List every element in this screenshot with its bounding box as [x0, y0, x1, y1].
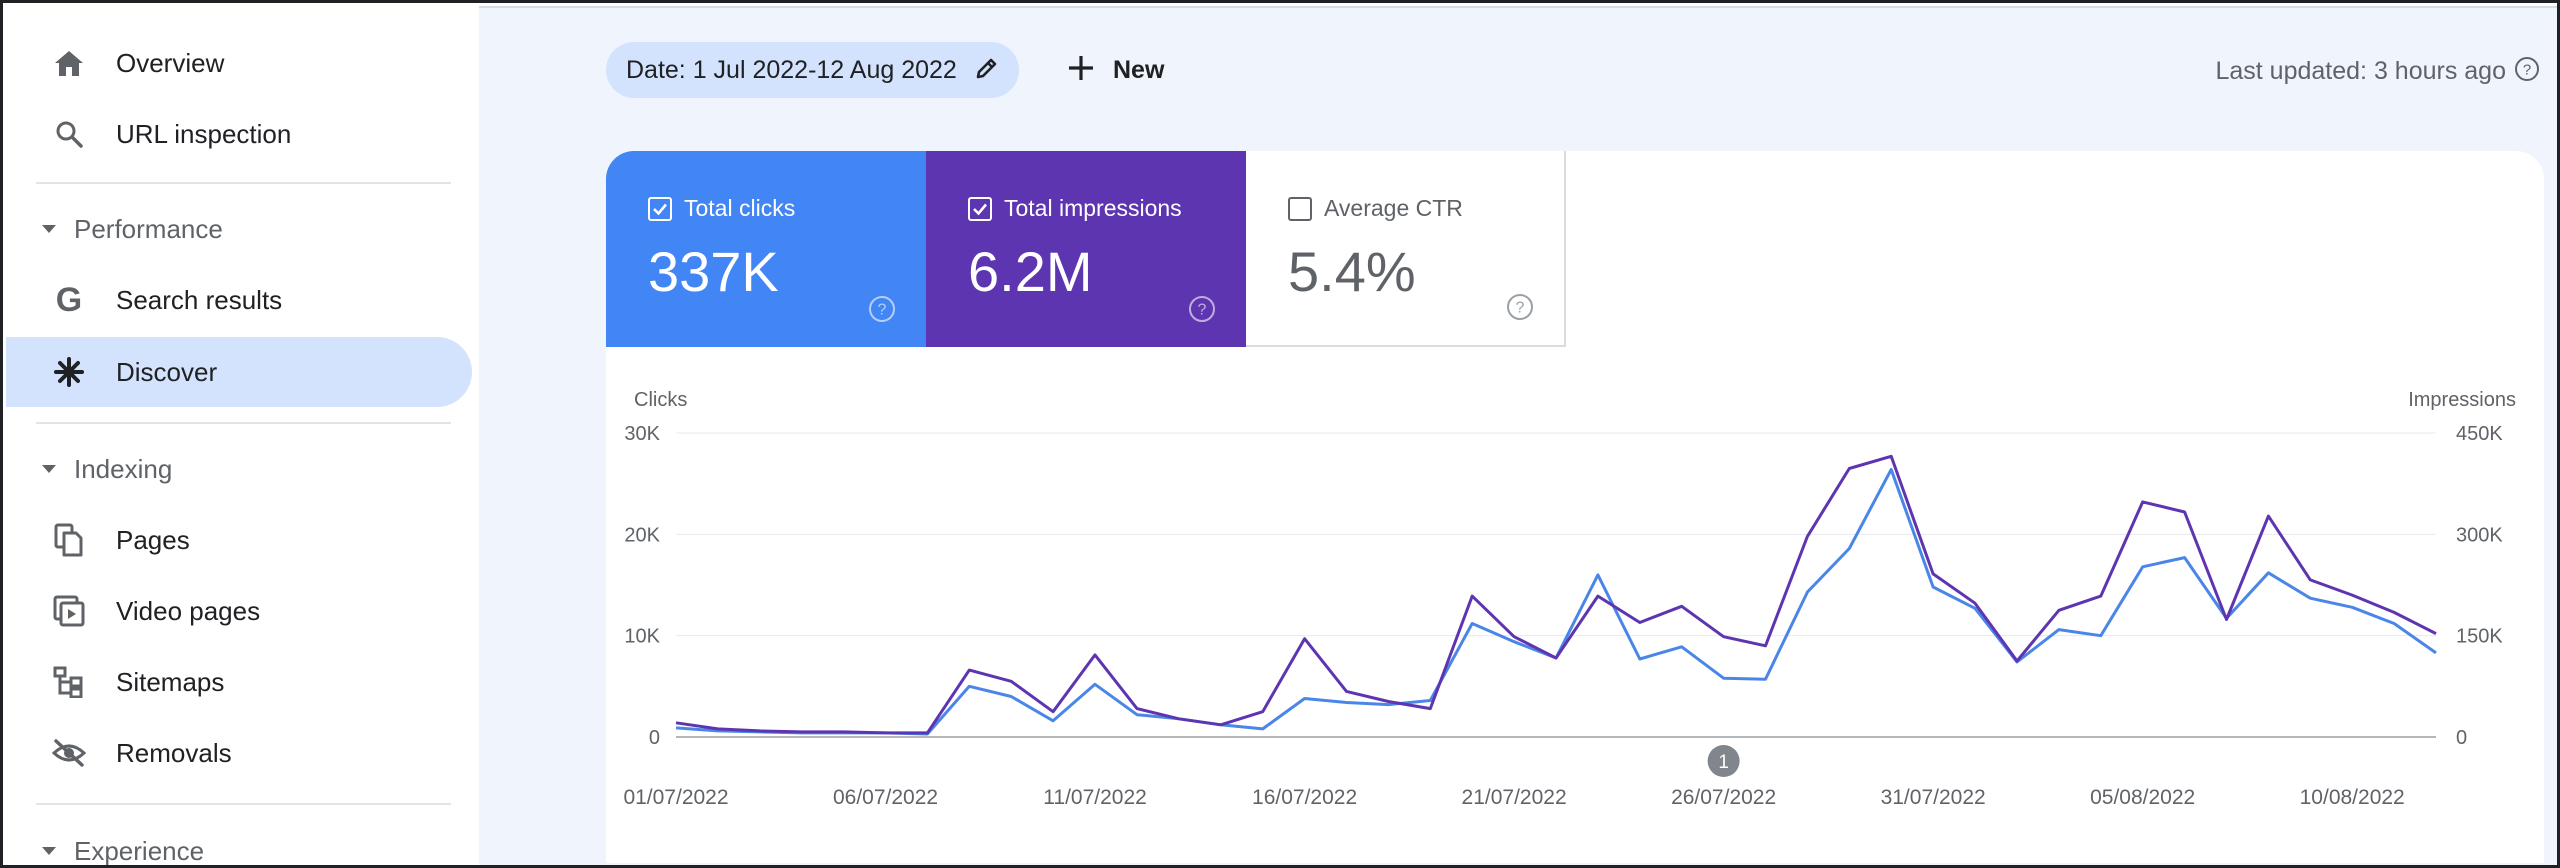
sidebar-item-label: Sitemaps [116, 666, 225, 697]
divider [479, 6, 2557, 8]
home-icon [51, 45, 87, 81]
x-tick-label: 01/07/2022 [623, 786, 728, 809]
metric-label: Total clicks [684, 195, 796, 221]
metric-label: Average CTR [1324, 195, 1463, 221]
sidebar-item-sitemaps[interactable]: Sitemaps [6, 647, 472, 717]
x-tick-label: 05/08/2022 [2090, 786, 2195, 809]
y-tick-label: 30K [624, 423, 660, 445]
search-icon [51, 116, 87, 152]
performance-card: Total clicks 337K ? Total impressions 6.… [606, 151, 2544, 863]
section-label: Experience [74, 835, 205, 866]
sidebar-item-search-results[interactable]: G Search results [6, 265, 472, 335]
y-tick-label: 0 [649, 727, 660, 749]
sidebar-item-label: URL inspection [116, 118, 292, 149]
google-g-icon: G [55, 280, 83, 319]
help-icon[interactable]: ? [2514, 56, 2540, 87]
date-filter-label: Date: 1 Jul 2022-12 Aug 2022 [626, 55, 957, 84]
x-tick-label: 16/07/2022 [1252, 786, 1357, 809]
date-filter-chip[interactable]: Date: 1 Jul 2022-12 Aug 2022 [606, 42, 1019, 98]
caret-down-icon [42, 847, 56, 855]
main-content: Date: 1 Jul 2022-12 Aug 2022 New Last up… [479, 6, 2557, 865]
help-icon[interactable]: ? [868, 295, 896, 323]
metric-total-clicks[interactable]: Total clicks 337K ? [606, 151, 926, 347]
annotation-marker [1707, 745, 1740, 777]
x-tick-label: 31/07/2022 [1881, 786, 1986, 809]
section-header-experience[interactable]: Experience [6, 826, 472, 866]
metric-average-ctr[interactable]: Average CTR 5.4% ? [1246, 151, 1566, 347]
sidebar-item-label: Search results [116, 284, 283, 315]
series-line-impressions [675, 454, 2437, 735]
last-updated-label: Last updated: 3 hours ago [2215, 57, 2506, 85]
section-header-performance[interactable]: Performance [6, 204, 472, 254]
sidebar-item-label: Overview [116, 47, 225, 78]
y2-tick-label: 300K [2456, 524, 2503, 546]
sidebar-item-removals[interactable]: Removals [6, 718, 472, 788]
y-tick-label: 10K [624, 626, 660, 648]
y2-tick-label: 150K [2456, 626, 2503, 648]
caret-down-icon [42, 225, 56, 233]
asterisk-icon [51, 354, 87, 390]
last-updated: Last updated: 3 hours ago ? [2215, 56, 2540, 87]
y2-tick-label: 0 [2456, 727, 2467, 749]
performance-chart[interactable]: 30K 450K 20K 300K 10K 150K 0 0 01/07/2022 06/07/2… [606, 151, 2544, 863]
section-header-indexing[interactable]: Indexing [6, 444, 472, 494]
sidebar-item-label: Removals [116, 737, 232, 768]
svg-text:?: ? [2523, 62, 2531, 79]
divider [36, 182, 451, 184]
sidebar-item-label: Pages [116, 524, 190, 555]
sidebar-item-label: Discover [116, 356, 218, 387]
y-axis-title-left: Clicks [634, 389, 688, 411]
x-tick-label: 11/07/2022 [1043, 786, 1147, 809]
sidebar-item-discover[interactable]: Discover [6, 337, 472, 407]
video-pages-icon [51, 593, 87, 629]
svg-text:?: ? [1198, 302, 1207, 319]
x-tick-label: 26/07/2022 [1671, 786, 1776, 809]
y-tick-label: 20K [624, 524, 660, 546]
pages-icon [51, 522, 87, 558]
svg-text:?: ? [1516, 300, 1525, 317]
metric-value: 337K [648, 240, 779, 303]
metric-total-impressions[interactable]: Total impressions 6.2M ? [926, 151, 1246, 347]
checkbox-unchecked-icon[interactable] [1288, 197, 1312, 221]
sidebar-item-url-inspection[interactable]: URL inspection [6, 99, 472, 169]
x-tick-label: 06/07/2022 [833, 786, 938, 809]
metric-label: Total impressions [1004, 195, 1182, 221]
sidebar-item-label: Video pages [116, 595, 261, 626]
sitemap-icon [51, 664, 87, 700]
pencil-icon [975, 56, 999, 85]
checkbox-checked-icon[interactable] [648, 197, 672, 221]
y-axis-title-right: Impressions [2408, 389, 2516, 411]
new-filter-button[interactable]: New [1067, 42, 1164, 98]
metric-value: 6.2M [968, 240, 1093, 303]
plus-icon [1067, 54, 1095, 87]
eye-off-icon [51, 735, 87, 771]
checkbox-checked-icon[interactable] [968, 197, 992, 221]
annotation-label: 1 [1718, 752, 1729, 773]
new-filter-label: New [1113, 55, 1165, 84]
metric-value: 5.4% [1288, 240, 1416, 303]
help-icon[interactable]: ? [1506, 293, 1534, 321]
section-label: Indexing [74, 453, 173, 484]
help-icon[interactable]: ? [1188, 295, 1216, 323]
x-tick-label: 10/08/2022 [2300, 786, 2405, 809]
svg-text:?: ? [878, 302, 887, 319]
y2-tick-label: 450K [2456, 423, 2503, 445]
section-label: Performance [74, 213, 223, 244]
divider [36, 422, 451, 424]
sidebar: Overview URL inspection Performance G Se… [6, 6, 479, 866]
caret-down-icon [42, 465, 56, 473]
sidebar-item-video-pages[interactable]: Video pages [6, 576, 472, 646]
sidebar-item-pages[interactable]: Pages [6, 505, 472, 575]
divider [36, 803, 451, 805]
sidebar-item-overview[interactable]: Overview [6, 28, 472, 98]
x-tick-label: 21/07/2022 [1462, 786, 1567, 809]
